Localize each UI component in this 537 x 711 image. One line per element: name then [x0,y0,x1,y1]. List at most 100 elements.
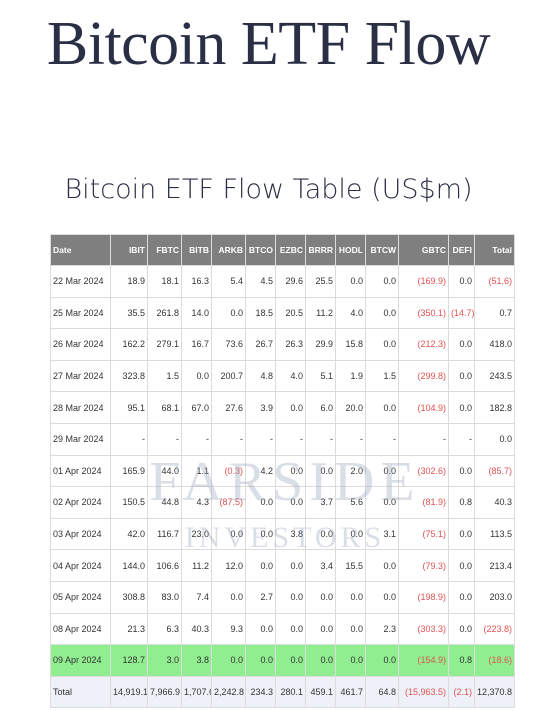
flow-value-cell: 1.9 [335,359,366,393]
column-header-defi: DEFI [448,234,475,266]
flow-value-cell: 25.5 [305,265,336,298]
column-header-total: Total [474,234,515,266]
flow-value-cell: 162.2 [110,328,148,361]
flow-value-cell: (169.9) [398,265,449,298]
flow-value-cell: 182.8 [474,391,515,424]
flow-value-cell: 3.8 [181,644,212,677]
total-row: Total 14,919.1 7,966.9 1,707.6 2,242.8 234.3 2… [50,675,515,709]
flow-value-cell: 21.3 [110,612,148,646]
flow-value-cell: 0.0 [448,549,475,582]
flow-value-cell: 12.0 [211,549,246,582]
flow-value-cell: (302.6) [398,454,449,488]
flow-value-cell: 26.7 [245,328,276,361]
flow-value-cell: (14.7) [448,296,475,330]
flow-value-cell: - [305,422,336,456]
flow-value-cell: 128.7 [110,644,148,677]
row-label-cell: Total [50,675,111,709]
flow-value-cell: 308.8 [110,580,148,614]
flow-value-cell: 9.3 [211,612,246,646]
flow-value-cell: 0.0 [448,612,475,646]
flow-value-cell: 0.0 [448,580,475,614]
flow-value-cell: 0.0 [245,486,276,519]
table-row: 08 Apr 2024 21.3 6.3 40.3 9.3 0.0 0.0 0.0 0.0 2.3… [50,612,515,646]
flow-value-cell: 0.0 [335,265,366,298]
flow-value-cell: - [147,422,182,456]
flow-value-cell: 7.4 [181,580,212,614]
flow-value-cell: 0.0 [305,454,336,488]
flow-value-cell: 0.0 [365,644,399,677]
flow-value-cell: 0.0 [275,391,306,424]
flow-value-cell: (85.7) [474,454,515,488]
column-header-ibit: IBIT [110,234,148,266]
flow-value-cell: 12,370.8 [474,675,515,709]
flow-value-cell: 0.0 [335,517,366,551]
flow-value-cell: 0.0 [275,612,306,646]
flow-value-cell: 1.5 [147,359,182,393]
flow-value-cell: (79.3) [398,549,449,582]
row-label-cell: 26 Mar 2024 [50,328,111,361]
flow-value-cell: 5.4 [211,265,246,298]
flow-value-cell: 44.8 [147,486,182,519]
flow-value-cell: 0.0 [365,328,399,361]
flow-value-cell: (0.3) [211,454,246,488]
flow-value-cell: 20.0 [335,391,366,424]
flow-value-cell: - [448,422,475,456]
column-header-btcw: BTCW [365,234,399,266]
flow-value-cell: 113.5 [474,517,515,551]
flow-value-cell: 26.3 [275,328,306,361]
flow-value-cell: 14.0 [181,296,212,330]
flow-value-cell: 0.0 [305,580,336,614]
column-header-brrr: BRRR [305,234,336,266]
row-label-cell: 05 Apr 2024 [50,580,111,614]
flow-value-cell: 0.0 [211,517,246,551]
flow-value-cell: 1,707.6 [181,675,212,709]
flow-value-cell: 200.7 [211,359,246,393]
flow-value-cell: 0.0 [448,328,475,361]
flow-value-cell: 234.3 [245,675,276,709]
column-header-fbtc: FBTC [147,234,182,266]
table-header-row: Date IBIT FBTC BITB ARKB BTCO EZBC BRRR HODL BTCW… [50,234,515,266]
flow-value-cell: 0.0 [275,454,306,488]
flow-value-cell: 1.1 [181,454,212,488]
flow-value-cell: 3.7 [305,486,336,519]
table-row: 05 Apr 2024 308.8 83.0 7.4 0.0 2.7 0.0 0.0 0.0 0.… [50,580,515,614]
flow-value-cell: 68.1 [147,391,182,424]
flow-value-cell: (104.9) [398,391,449,424]
flow-value-cell: 0.0 [275,644,306,677]
flow-value-cell: 4.0 [335,296,366,330]
row-label-cell: 27 Mar 2024 [50,359,111,393]
flow-value-cell: 3.1 [365,517,399,551]
flow-value-cell: 64.8 [365,675,399,709]
flow-value-cell: 0.0 [365,486,399,519]
flow-value-cell: 150.5 [110,486,148,519]
flow-value-cell: 16.3 [181,265,212,298]
column-header-ezbc: EZBC [275,234,306,266]
flow-value-cell: 0.0 [365,580,399,614]
flow-value-cell: 0.0 [275,486,306,519]
flow-value-cell: 14,919.1 [110,675,148,709]
flow-value-cell: 20.5 [275,296,306,330]
page-title: Bitcoin ETF Flow [46,10,491,78]
flow-value-cell: (223.8) [474,612,515,646]
flow-value-cell: 15.5 [335,549,366,582]
flow-value-cell: - [245,422,276,456]
table-row: 04 Apr 2024 144.0 106.6 11.2 12.0 0.0 0.0 3.4 15… [50,549,515,582]
flow-value-cell: 40.3 [474,486,515,519]
flow-value-cell: 0.0 [448,517,475,551]
flow-value-cell: 280.1 [275,675,306,709]
flow-value-cell: 0.0 [245,644,276,677]
flow-value-cell: 0.0 [181,359,212,393]
flow-value-cell: 4.2 [245,454,276,488]
flow-value-cell: - [211,422,246,456]
row-label-cell: 29 Mar 2024 [50,422,111,456]
flow-value-cell: 23.0 [181,517,212,551]
flow-value-cell: 3.9 [245,391,276,424]
flow-value-cell: 18.5 [245,296,276,330]
flow-value-cell: 11.2 [181,549,212,582]
table-row: 25 Mar 2024 35.5 261.8 14.0 0.0 18.5 20.5 11.2 4… [50,296,515,330]
flow-value-cell: 15.8 [335,328,366,361]
flow-value-cell: 0.0 [245,549,276,582]
flow-value-cell: (2.1) [448,675,475,709]
flow-value-cell: 0.0 [275,580,306,614]
flow-value-cell: 29.9 [305,328,336,361]
